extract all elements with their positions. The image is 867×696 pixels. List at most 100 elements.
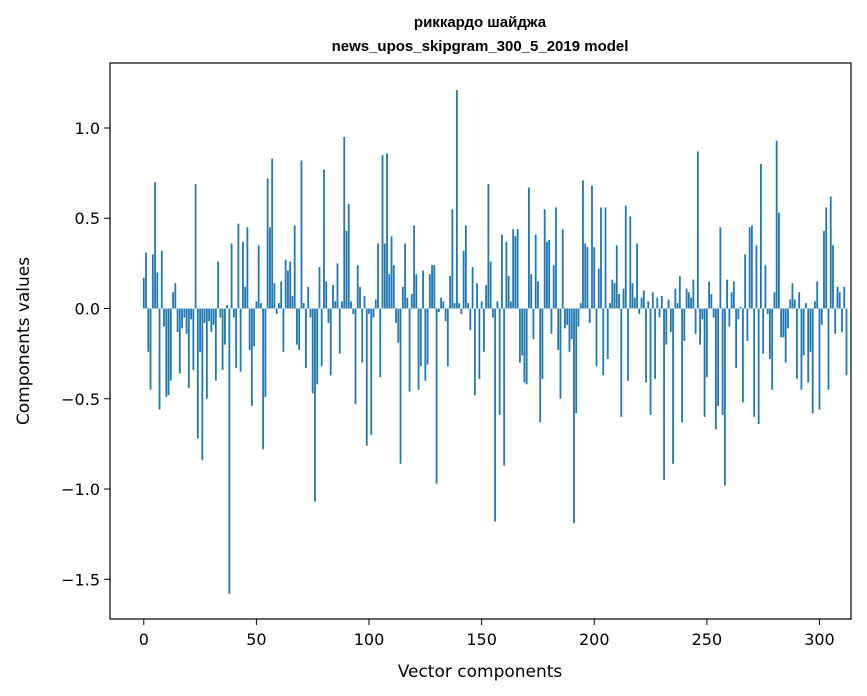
bar-179 [546, 241, 548, 309]
bar-204 [602, 308, 605, 376]
bar-128 [431, 265, 433, 309]
bar-96 [359, 286, 361, 309]
bar-168 [521, 308, 524, 356]
bar-34 [219, 308, 222, 318]
bar-16 [178, 308, 181, 374]
bar-85 [334, 301, 337, 309]
bar-292 [800, 308, 803, 390]
bar-186 [561, 229, 564, 309]
bar-115 [401, 286, 404, 309]
bar-240 [683, 308, 686, 341]
bar-169 [523, 308, 526, 383]
bar-71 [302, 303, 305, 309]
y-axis-label: Components values [14, 257, 34, 425]
bar-108 [386, 153, 388, 309]
bar-24 [196, 308, 199, 439]
bar-138 [453, 303, 456, 309]
bar-232 [665, 308, 668, 345]
bar-41 [235, 308, 238, 369]
bar-65 [289, 261, 292, 309]
bar-270 [751, 225, 753, 309]
bar-14 [174, 283, 177, 309]
bar-260 [728, 308, 731, 327]
bar-182 [552, 265, 555, 309]
bar-125 [424, 308, 427, 381]
bar-256 [719, 227, 722, 309]
y-tick-label-4: 0.5 [75, 209, 100, 228]
bar-189 [568, 308, 571, 352]
bar-56 [269, 227, 271, 309]
bar-307 [834, 308, 837, 334]
bar-203 [600, 207, 602, 309]
bar-78 [318, 266, 321, 309]
x-tick-label-300: 300 [804, 630, 835, 649]
bar-42 [237, 223, 240, 309]
bar-130 [435, 308, 438, 484]
bar-158 [498, 308, 501, 416]
bar-273 [757, 308, 760, 425]
bar-181 [550, 308, 553, 334]
bar-173 [532, 308, 535, 340]
bar-303 [825, 207, 828, 309]
bar-201 [595, 308, 598, 367]
bar-190 [570, 308, 573, 340]
bar-247 [699, 308, 701, 345]
bar-6 [156, 272, 159, 309]
x-tick-label-100: 100 [354, 630, 385, 649]
bar-164 [512, 229, 515, 309]
bar-250 [705, 308, 708, 378]
bar-157 [496, 301, 499, 309]
bar-165 [514, 236, 517, 309]
bar-280 [773, 292, 776, 309]
bar-219 [636, 243, 638, 309]
bar-296 [809, 308, 812, 352]
bar-178 [543, 209, 546, 309]
bar-237 [676, 303, 679, 309]
bar-4 [151, 254, 154, 309]
bar-228 [656, 297, 659, 309]
bar-60 [278, 303, 280, 309]
bar-54 [264, 308, 267, 397]
bar-236 [674, 288, 677, 309]
bar-223 [645, 308, 647, 383]
bar-222 [642, 290, 645, 309]
bar-114 [399, 308, 402, 464]
bar-142 [462, 250, 465, 309]
bar-15 [176, 308, 179, 332]
bar-262 [732, 281, 735, 309]
bar-284 [782, 308, 785, 338]
bar-61 [280, 281, 283, 309]
bar-150 [480, 301, 483, 309]
bar-57 [271, 158, 274, 309]
bar-200 [593, 247, 596, 309]
bar-143 [464, 225, 467, 309]
bar-266 [741, 308, 744, 403]
bar-117 [406, 297, 409, 309]
y-tick-label-3: 0.0 [75, 300, 100, 319]
bar-162 [507, 276, 510, 309]
bar-233 [667, 299, 670, 309]
bar-230 [660, 295, 663, 309]
bar-287 [789, 299, 792, 309]
bar-239 [681, 308, 683, 423]
chart-title-line-2: news_upos_skipgram_300_5_2019 model [332, 38, 629, 55]
bar-206 [606, 308, 609, 360]
bar-207 [609, 303, 611, 309]
bar-265 [739, 306, 742, 309]
x-axis-label: Vector components [398, 662, 563, 682]
bar-176 [539, 308, 542, 423]
bar-98 [363, 295, 366, 309]
bar-177 [541, 308, 544, 379]
bar-244 [692, 279, 695, 309]
bar-305 [829, 196, 832, 309]
bar-23 [194, 183, 197, 309]
bar-275 [762, 308, 765, 354]
bar-166 [516, 229, 519, 309]
bar-5 [154, 182, 156, 309]
bar-127 [428, 274, 431, 309]
bar-26 [201, 308, 204, 461]
bar-279 [771, 308, 774, 390]
bar-208 [611, 279, 614, 309]
bar-271 [753, 308, 756, 417]
bar-122 [417, 308, 420, 390]
